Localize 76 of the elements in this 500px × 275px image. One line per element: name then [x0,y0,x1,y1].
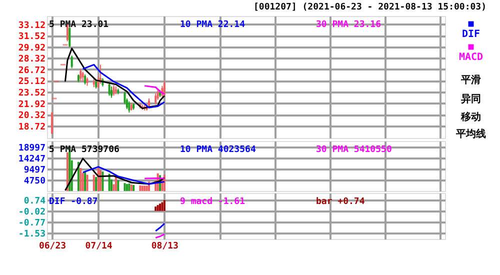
bar [163,200,166,211]
x-tick-label: 08/13 [151,242,178,252]
candlestick [154,93,157,105]
line-series [64,158,166,192]
y-tick-label: 18997 [18,143,46,154]
bar [146,186,148,191]
bar [86,174,88,191]
line-series [82,166,166,185]
y-tick-label: 21.92 [18,100,46,110]
text: DIF [462,29,480,40]
bar [159,204,162,211]
bar [95,177,98,191]
candlestick [70,54,73,69]
bar [117,180,120,191]
text: DIF -0.87 [49,197,98,207]
text: 30 PMA 23.16 [316,20,382,30]
bar [141,186,144,191]
candlestick [163,80,166,96]
candlestick [128,100,130,114]
candlestick [80,68,82,82]
y-tick-label: 28.32 [18,54,46,65]
bar [156,205,159,211]
text: 9 macd -1.61 [180,197,246,207]
candlestick [82,71,84,82]
y-tick-label: 14247 [18,154,46,164]
text: 平滑 [460,74,481,86]
bar [154,206,157,211]
text: 30 PMA 5410550 [316,145,392,155]
y-tick-label: -0.77 [18,218,46,229]
candlestick [110,86,113,98]
text: 10 PMA 4023564 [180,145,256,155]
candlestick [112,84,115,96]
bar [126,184,128,191]
y-tick-label: 29.92 [18,43,46,54]
text: MACD [458,52,484,63]
y-tick-label: -0.02 [18,208,46,218]
bar [163,174,166,191]
y-tick-label: 20.32 [18,111,46,122]
y-tick-label: 23.52 [18,88,46,99]
y-tick-label: 4750 [24,176,46,186]
text: bar +0.74 [316,197,366,207]
y-tick-label: 25.12 [18,77,46,88]
y-tick-label: 18.72 [18,122,46,132]
bar [66,152,68,191]
bar [144,186,146,191]
bar [161,202,164,211]
bar [124,183,126,191]
bar [80,168,82,191]
bar [84,171,86,191]
candlestick [92,78,95,88]
text: 5 PMA 23.01 [49,20,109,30]
text: 平均线 [455,128,486,140]
x-tick-label: 06/23 [38,242,66,252]
bar [100,170,102,191]
y-tick-label: 9497 [24,165,46,176]
candlestick [84,74,86,85]
bar [92,174,95,191]
y-tick-label: 0.74 [24,196,46,207]
bar [139,185,142,191]
y-tick-label: 31.52 [18,32,46,42]
line-series [82,64,166,108]
bar [102,171,104,191]
bar [97,168,100,191]
y-tick-label: 26.72 [18,66,46,76]
line-series [64,48,166,110]
chart-title: [001207] (2021-06-23 - 2021-08-13 15:00:03) [254,2,486,12]
text: 异同 [460,93,481,105]
bar [132,184,135,191]
series-label: 5 PMA 5739706 [49,145,120,155]
y-tick-label: 33.12 [18,20,46,31]
x-tick-label: 07/14 [85,242,113,252]
candlestick [68,26,71,48]
text: 移动 [460,111,481,123]
y-tick-label: -1.53 [18,230,46,240]
candlestick [108,82,110,96]
candlestick [124,90,126,105]
